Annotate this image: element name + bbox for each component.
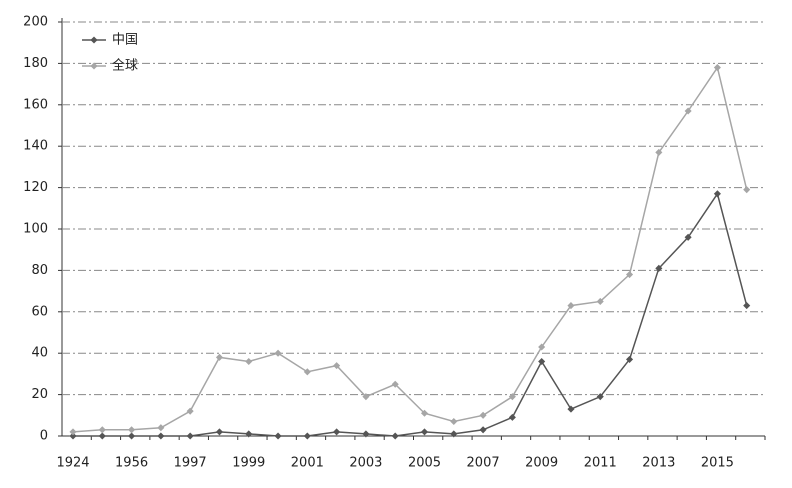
point (479, 426, 487, 434)
point (362, 430, 370, 438)
point (743, 186, 751, 194)
point (303, 432, 311, 440)
x-tick-label: 2011 (584, 456, 617, 471)
y-tick-label: 80 (31, 263, 48, 278)
x-tick-label: 2001 (291, 456, 324, 471)
point (333, 428, 341, 436)
point (684, 107, 692, 115)
point (567, 405, 575, 413)
point (655, 264, 663, 272)
y-tick-label: 0 (40, 429, 48, 444)
legend-label: 中国 (112, 33, 138, 48)
y-tick-label: 140 (23, 139, 48, 154)
legend-marker (90, 36, 98, 44)
point (596, 393, 604, 401)
point (567, 302, 575, 310)
point (538, 343, 546, 351)
point (450, 430, 458, 438)
x-tick-label: 2007 (467, 456, 500, 471)
point (391, 380, 399, 388)
point (655, 148, 663, 156)
point (245, 357, 253, 366)
x-tick-label: 1999 (232, 456, 265, 471)
point (128, 426, 136, 434)
series-line (72, 65, 748, 433)
legend-label: 全球 (112, 58, 138, 74)
y-tick-label: 20 (31, 387, 48, 402)
point (362, 393, 370, 401)
point (420, 409, 429, 417)
point (69, 428, 77, 436)
x-tick-label: 2009 (525, 456, 558, 471)
point (508, 393, 516, 401)
y-tick-label: 40 (31, 346, 48, 361)
point (303, 368, 311, 376)
point (684, 233, 692, 241)
point (98, 426, 106, 434)
point (215, 353, 223, 361)
point (69, 432, 77, 440)
point (98, 432, 106, 440)
point (274, 349, 282, 357)
point (626, 355, 634, 363)
point (157, 424, 165, 432)
point (333, 362, 341, 370)
point (626, 271, 634, 279)
x-tick-label: 2005 (408, 456, 441, 471)
series-line (73, 192, 748, 437)
point (128, 432, 136, 440)
y-tick-label: 180 (23, 56, 48, 71)
point (596, 297, 604, 305)
point (538, 357, 546, 366)
point (713, 190, 721, 198)
point (186, 407, 194, 415)
point (245, 430, 253, 438)
x-tick-label: 2003 (349, 456, 382, 471)
x-tick-label: 1924 (56, 456, 89, 471)
x-tick-label: 1997 (174, 456, 207, 471)
point (420, 428, 429, 436)
y-tick-label: 100 (23, 222, 48, 237)
point (274, 432, 282, 440)
point (215, 428, 223, 436)
point (508, 413, 516, 421)
x-tick-label: 2015 (701, 456, 734, 471)
x-tick-label: 2013 (642, 456, 675, 471)
y-tick-label: 120 (23, 180, 48, 195)
y-tick-label: 200 (23, 15, 48, 30)
y-tick-label: 160 (23, 97, 48, 112)
point (713, 64, 721, 72)
point (450, 417, 458, 426)
y-tick-label: 60 (31, 304, 48, 319)
point (743, 302, 751, 310)
point (157, 432, 165, 440)
x-tick-label: 1956 (115, 456, 148, 471)
point (391, 432, 399, 440)
point (479, 411, 487, 419)
point (186, 432, 194, 440)
